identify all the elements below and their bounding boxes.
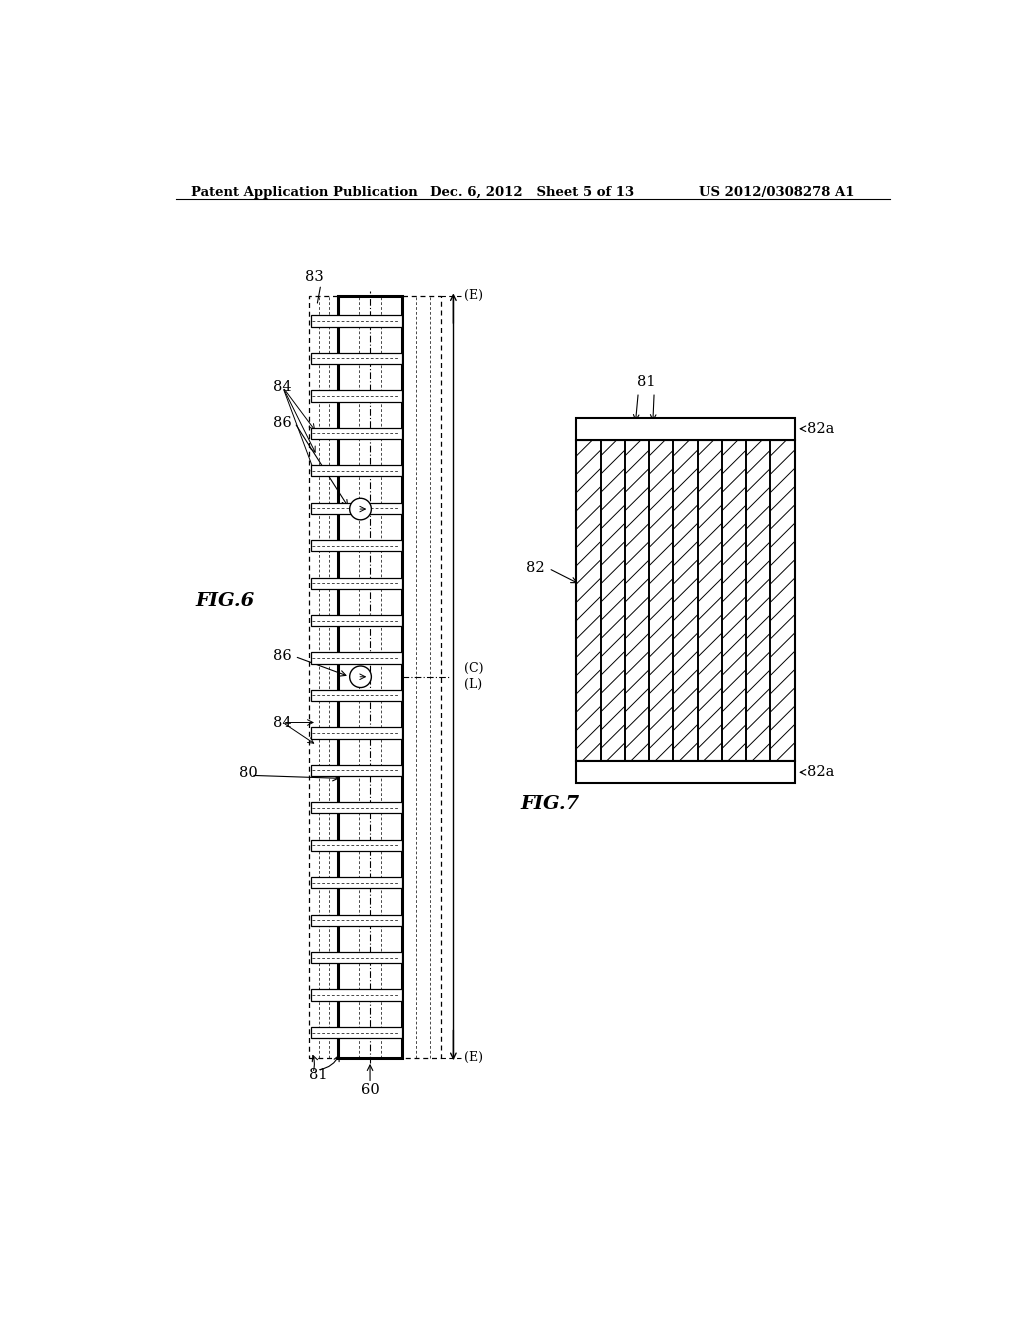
Bar (310, 915, 401, 925)
Bar (310, 503, 401, 513)
Text: 86: 86 (273, 649, 292, 664)
Text: Dec. 6, 2012   Sheet 5 of 13: Dec. 6, 2012 Sheet 5 of 13 (430, 186, 634, 199)
Bar (310, 840, 401, 851)
Bar (310, 391, 401, 401)
Text: 84: 84 (273, 715, 292, 730)
Text: FIG.7: FIG.7 (521, 795, 580, 813)
Bar (310, 315, 401, 326)
Text: 82: 82 (526, 561, 545, 576)
Bar (310, 352, 401, 364)
Bar (577, 417, 795, 440)
Text: 82a: 82a (807, 766, 834, 779)
Text: (C): (C) (464, 663, 483, 675)
Text: 60: 60 (360, 1084, 380, 1097)
Text: (E): (E) (464, 1052, 482, 1064)
Text: 81: 81 (637, 375, 655, 389)
Bar (310, 652, 401, 664)
Text: (E): (E) (464, 289, 482, 302)
Text: 84: 84 (273, 380, 292, 395)
Bar (310, 690, 401, 701)
Bar (310, 727, 401, 738)
Text: 81: 81 (309, 1068, 328, 1082)
Text: 80: 80 (240, 767, 258, 780)
Text: (L): (L) (464, 678, 482, 692)
Bar (310, 578, 401, 589)
Text: 86: 86 (273, 416, 292, 430)
Text: US 2012/0308278 A1: US 2012/0308278 A1 (699, 186, 855, 199)
Ellipse shape (349, 667, 372, 688)
Bar (577, 762, 795, 784)
Bar (310, 876, 401, 888)
Text: 82a: 82a (807, 422, 834, 436)
Bar (310, 1027, 401, 1038)
Bar (310, 615, 401, 626)
Bar (310, 540, 401, 552)
Bar (310, 428, 401, 440)
Bar (577, 440, 795, 762)
Bar (310, 803, 401, 813)
Bar (310, 465, 401, 477)
Ellipse shape (349, 498, 372, 520)
Text: Patent Application Publication: Patent Application Publication (191, 186, 418, 199)
Bar (310, 990, 401, 1001)
Text: 83: 83 (305, 271, 324, 284)
Bar (338, 296, 401, 1057)
Bar (309, 296, 441, 1057)
Bar (310, 952, 401, 964)
Text: FIG.6: FIG.6 (196, 591, 255, 610)
Bar (310, 764, 401, 776)
